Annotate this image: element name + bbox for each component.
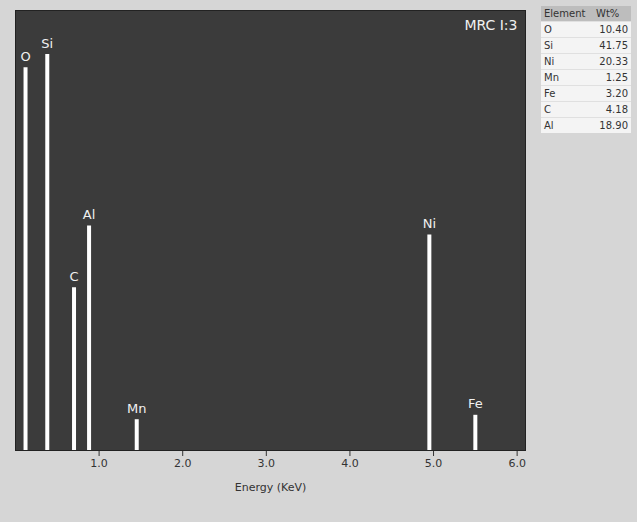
svg-text:4.0: 4.0 (341, 457, 359, 470)
html-text:20.33: 20.33 (599, 56, 628, 67)
html-text:18.90: 18.90 (599, 120, 628, 131)
html-text:Wt%: Wt% (596, 8, 620, 19)
html-text:3.20: 3.20 (605, 88, 628, 99)
svg-text:C: C (69, 269, 78, 284)
html-text:1.25: 1.25 (605, 72, 628, 83)
svg-text:2.0: 2.0 (174, 457, 192, 470)
html-text:Mn: Mn (544, 72, 559, 83)
html-text:Si: Si (544, 40, 554, 51)
html-text:Fe: Fe (544, 88, 556, 99)
html-text:Element: Element (544, 8, 586, 19)
svg-text:Ni: Ni (423, 216, 436, 231)
html-text:Ni: Ni (544, 56, 555, 67)
html-text:4.18: 4.18 (605, 104, 628, 115)
svg-text:MRC I:3: MRC I:3 (464, 17, 517, 33)
svg-text:Energy (KeV): Energy (KeV) (235, 481, 307, 494)
svg-text:5.0: 5.0 (425, 457, 443, 470)
html-text:10.40: 10.40 (599, 24, 628, 35)
svg-text:Fe: Fe (468, 396, 483, 411)
html-text:Al: Al (544, 120, 554, 131)
svg-text:O: O (20, 49, 30, 64)
html-text:O: O (544, 24, 552, 35)
svg-text:Al: Al (83, 207, 96, 222)
svg-text:1.0: 1.0 (90, 457, 108, 470)
svg-text:Si: Si (41, 36, 53, 51)
html-text:C: C (544, 104, 551, 115)
svg-text:6.0: 6.0 (508, 457, 526, 470)
html-text:41.75: 41.75 (599, 40, 628, 51)
svg-text:Mn: Mn (127, 401, 146, 416)
svg-text:3.0: 3.0 (258, 457, 276, 470)
